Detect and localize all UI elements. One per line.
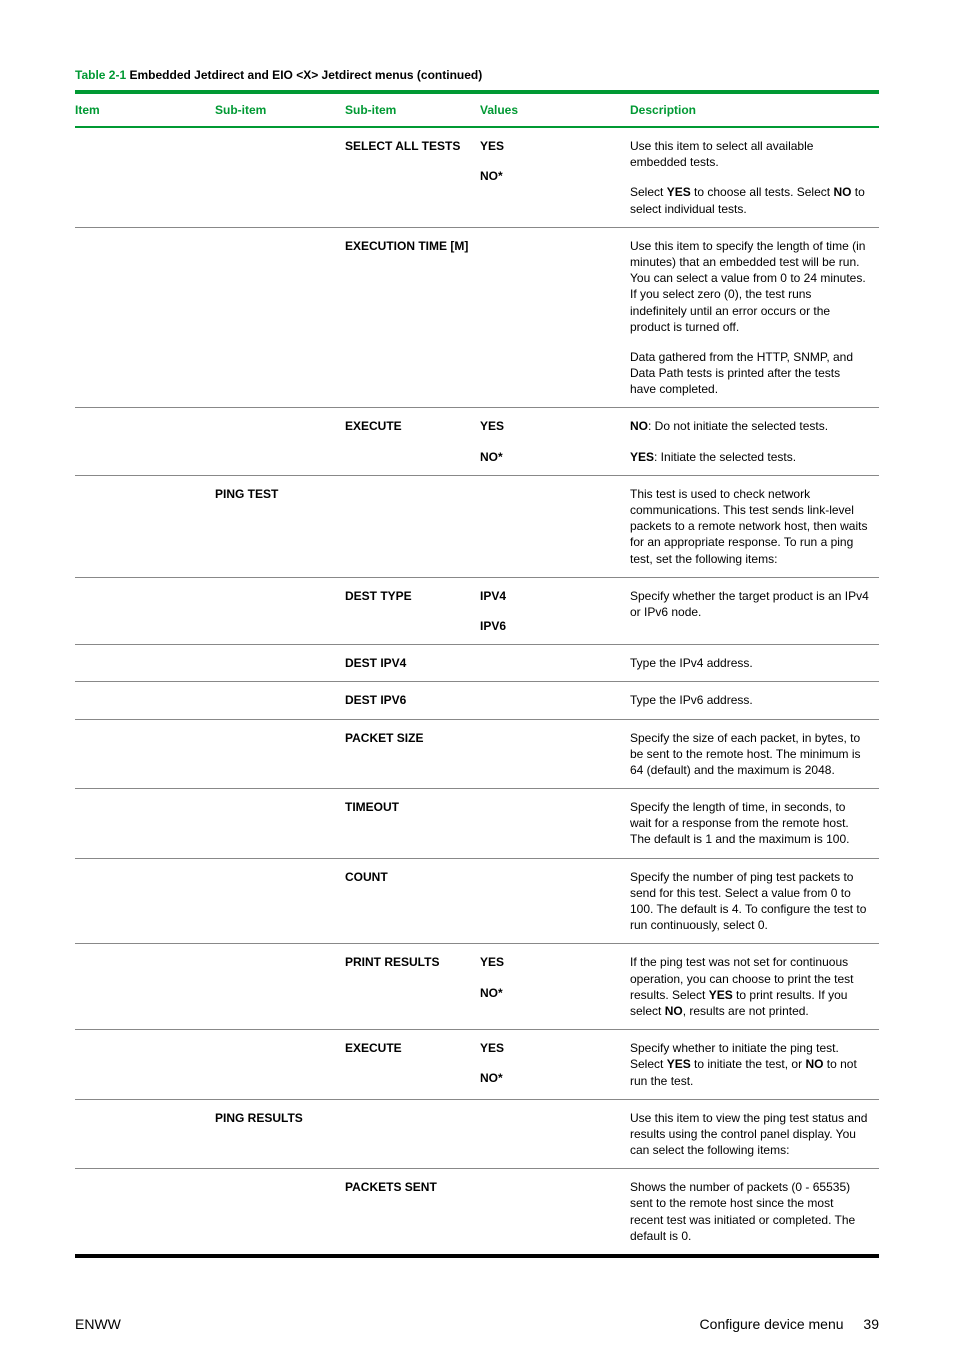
footer-left: ENWW — [75, 1316, 121, 1332]
table-row: EXECUTE YES NO* NO: Do not initiate the … — [75, 408, 879, 475]
cell-description: Specify whether the target product is an… — [630, 577, 879, 644]
value-yes: YES — [480, 418, 620, 434]
cell-description: Shows the number of packets (0 - 65535) … — [630, 1169, 879, 1256]
desc-text: Use this item to select all available em… — [630, 138, 869, 170]
caption-text: Embedded Jetdirect and EIO <X> Jetdirect… — [129, 68, 482, 82]
value-yes: YES — [480, 138, 620, 154]
jetdirect-menu-table: Item Sub-item Sub-item Values Descriptio… — [75, 90, 879, 1258]
table-row: PING RESULTS Use this item to view the p… — [75, 1099, 879, 1169]
table-row: PING TEST This test is used to check net… — [75, 475, 879, 577]
table-row: COUNT Specify the number of ping test pa… — [75, 858, 879, 944]
table-row: EXECUTION TIME [M] Use this item to spec… — [75, 227, 879, 408]
table-header-row: Item Sub-item Sub-item Values Descriptio… — [75, 92, 879, 127]
footer-page-number: 39 — [863, 1316, 879, 1332]
cell-subitem2: SELECT ALL TESTS — [345, 127, 480, 227]
cell-description: If the ping test was not set for continu… — [630, 944, 879, 1030]
cell-description: Use this item to view the ping test stat… — [630, 1099, 879, 1169]
cell-subitem2: TIMEOUT — [345, 789, 480, 859]
cell-values: YES NO* — [480, 1030, 630, 1100]
cell-subitem2: PACKETS SENT — [345, 1169, 480, 1256]
table-row: PACKET SIZE Specify the size of each pac… — [75, 719, 879, 789]
value-no: NO* — [480, 449, 620, 465]
col-header-item: Item — [75, 92, 215, 127]
cell-description: Type the IPv4 address. — [630, 645, 879, 682]
value-ipv4: IPV4 — [480, 588, 620, 604]
cell-description: Specify the length of time, in seconds, … — [630, 789, 879, 859]
cell-subitem2: PACKET SIZE — [345, 719, 480, 789]
cell-subitem2: EXECUTE — [345, 408, 480, 475]
value-yes: YES — [480, 954, 620, 970]
table-caption: Table 2-1 Embedded Jetdirect and EIO <X>… — [75, 68, 879, 82]
desc-text: Select YES to choose all tests. Select N… — [630, 184, 869, 216]
table-row: DEST IPV6 Type the IPv6 address. — [75, 682, 879, 719]
page-footer: ENWW Configure device menu 39 — [75, 1316, 879, 1332]
cell-subitem2: EXECUTION TIME [M] — [345, 227, 480, 408]
value-no: NO* — [480, 168, 620, 184]
table-row: PRINT RESULTS YES NO* If the ping test w… — [75, 944, 879, 1030]
cell-values: YES NO* — [480, 408, 630, 475]
cell-subitem1: PING TEST — [215, 475, 345, 577]
col-header-subitem1: Sub-item — [215, 92, 345, 127]
cell-description: Type the IPv6 address. — [630, 682, 879, 719]
cell-subitem2: DEST IPV4 — [345, 645, 480, 682]
col-header-subitem2: Sub-item — [345, 92, 480, 127]
table-row: PACKETS SENT Shows the number of packets… — [75, 1169, 879, 1256]
cell-values: YES NO* — [480, 127, 630, 227]
table-row: DEST TYPE IPV4 IPV6 Specify whether the … — [75, 577, 879, 644]
cell-subitem2: PRINT RESULTS — [345, 944, 480, 1030]
value-yes: YES — [480, 1040, 620, 1056]
desc-text: NO: Do not initiate the selected tests. — [630, 418, 869, 434]
col-header-description: Description — [630, 92, 879, 127]
cell-description: Use this item to specify the length of t… — [630, 227, 879, 408]
cell-description: Use this item to select all available em… — [630, 127, 879, 227]
cell-subitem2: EXECUTE — [345, 1030, 480, 1100]
cell-description: Specify whether to initiate the ping tes… — [630, 1030, 879, 1100]
desc-text: Data gathered from the HTTP, SNMP, and D… — [630, 349, 869, 398]
desc-text: YES: Initiate the selected tests. — [630, 449, 869, 465]
cell-values: IPV4 IPV6 — [480, 577, 630, 644]
cell-subitem2: DEST TYPE — [345, 577, 480, 644]
table-row: EXECUTE YES NO* Specify whether to initi… — [75, 1030, 879, 1100]
cell-description: This test is used to check network commu… — [630, 475, 879, 577]
footer-right: Configure device menu 39 — [700, 1316, 879, 1332]
cell-values: YES NO* — [480, 944, 630, 1030]
cell-description: Specify the number of ping test packets … — [630, 858, 879, 944]
cell-subitem2: COUNT — [345, 858, 480, 944]
footer-section: Configure device menu — [700, 1316, 844, 1332]
table-row: SELECT ALL TESTS YES NO* Use this item t… — [75, 127, 879, 227]
value-ipv6: IPV6 — [480, 618, 620, 634]
cell-description: Specify the size of each packet, in byte… — [630, 719, 879, 789]
cell-subitem2: DEST IPV6 — [345, 682, 480, 719]
cell-description: NO: Do not initiate the selected tests. … — [630, 408, 879, 475]
table-row: DEST IPV4 Type the IPv4 address. — [75, 645, 879, 682]
value-no: NO* — [480, 985, 620, 1001]
desc-text: Use this item to specify the length of t… — [630, 238, 869, 335]
value-no: NO* — [480, 1070, 620, 1086]
caption-prefix: Table 2-1 — [75, 68, 126, 82]
cell-subitem1: PING RESULTS — [215, 1099, 345, 1169]
table-row: TIMEOUT Specify the length of time, in s… — [75, 789, 879, 859]
col-header-values: Values — [480, 92, 630, 127]
